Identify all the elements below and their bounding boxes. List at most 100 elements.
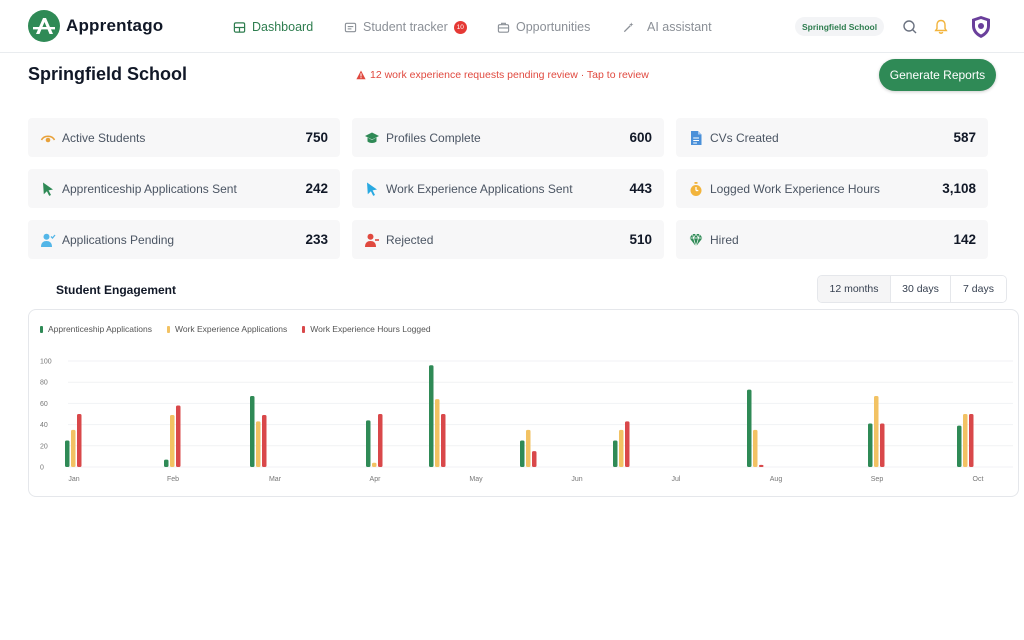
bar-jun-series-0[interactable] xyxy=(520,440,525,468)
y-tick-label: 80 xyxy=(40,380,48,387)
bar-jul-series-2[interactable] xyxy=(625,421,630,467)
legend-item[interactable]: Work Experience Hours Logged xyxy=(302,324,431,334)
bell-icon[interactable] xyxy=(931,17,951,37)
bar-jul-series-1[interactable] xyxy=(619,429,624,467)
bar-mar-series-2[interactable] xyxy=(262,415,267,467)
legend-label: Work Experience Hours Logged xyxy=(310,324,431,334)
range-7-days-button[interactable]: 7 days xyxy=(951,276,1006,302)
x-tick-label: Aug xyxy=(770,476,783,483)
bar-jan-series-0[interactable] xyxy=(65,440,70,468)
bar-apr-series-0[interactable] xyxy=(366,420,371,467)
legend-item[interactable]: Work Experience Applications xyxy=(166,324,288,334)
graduation-cap-icon xyxy=(365,132,379,143)
stat-value: 443 xyxy=(629,181,652,196)
nav-ai-assistant[interactable]: AI assistant xyxy=(622,18,712,36)
tracker-icon xyxy=(344,22,357,32)
stat-label: CVs Created xyxy=(710,130,779,145)
range-12-months-button[interactable]: 12 months xyxy=(818,276,891,302)
range-30-days-button[interactable]: 30 days xyxy=(891,276,951,302)
bar-jun-series-1[interactable] xyxy=(526,429,531,467)
time-range-selector: 12 months 30 days 7 days xyxy=(817,275,1007,303)
nav-student-tracker[interactable]: Student tracker 10 xyxy=(344,18,467,36)
y-tick-label: 100 xyxy=(40,359,52,366)
nav-dashboard-label: Dashboard xyxy=(252,20,314,34)
stat-card-active-students[interactable]: Active Students 750 xyxy=(28,118,340,157)
x-tick-label: Jul xyxy=(672,476,681,483)
legend-label: Apprenticeship Applications xyxy=(48,324,152,334)
bar-apr-series-2[interactable] xyxy=(378,414,383,467)
stat-card-profiles-complete[interactable]: Profiles Complete 600 xyxy=(352,118,664,157)
x-tick-label: Sep xyxy=(871,476,884,483)
bar-oct-series-0[interactable] xyxy=(957,425,962,467)
bar-jan-series-2[interactable] xyxy=(77,414,82,467)
pending-review-alert[interactable]: 12 work experience requests pending revi… xyxy=(356,69,649,81)
stat-label: Logged Work Experience Hours xyxy=(710,181,880,196)
bar-may-series-2[interactable] xyxy=(441,414,446,467)
bar-may-series-0[interactable] xyxy=(429,365,434,467)
bar-apr-series-1[interactable] xyxy=(372,462,377,467)
nav-opportunities[interactable]: Opportunities xyxy=(497,18,590,36)
bar-aug-series-0[interactable] xyxy=(747,389,752,467)
cursor-green-icon xyxy=(43,182,53,196)
stat-card-rejected[interactable]: Rejected 510 xyxy=(352,220,664,259)
stat-card-cvs-created[interactable]: CVs Created 587 xyxy=(676,118,988,157)
bar-oct-series-2[interactable] xyxy=(969,414,974,467)
bar-aug-series-2[interactable] xyxy=(759,464,764,467)
stat-value: 600 xyxy=(629,130,652,145)
bar-sep-series-0[interactable] xyxy=(868,423,873,467)
student-engagement-bar-chart: 0 20 40 60 80 100 Jan Feb Mar Apr May Jun Jul Aug Sep O… xyxy=(40,359,1013,483)
nav-ai-assistant-label: AI assistant xyxy=(647,20,712,34)
legend-swatch xyxy=(166,325,170,333)
bar-may-series-1[interactable] xyxy=(435,399,440,467)
y-tick-label: 60 xyxy=(40,401,48,408)
stat-label: Apprenticeship Applications Sent xyxy=(62,181,237,196)
bar-feb-series-2[interactable] xyxy=(176,405,181,467)
stat-card-logged-work-experience-hours[interactable]: Logged Work Experience Hours 3,108 xyxy=(676,169,988,208)
eye-icon xyxy=(40,134,56,142)
stat-card-apprenticeship-applications-sent[interactable]: Apprenticeship Applications Sent 242 xyxy=(28,169,340,208)
stat-value: 242 xyxy=(305,181,328,196)
legend-swatch xyxy=(302,325,306,333)
notification-count-badge: 10 xyxy=(453,20,467,34)
bar-sep-series-1[interactable] xyxy=(874,395,879,467)
stat-card-applications-pending[interactable]: Applications Pending 233 xyxy=(28,220,340,259)
legend-swatch xyxy=(40,325,43,333)
nav-opportunities-label: Opportunities xyxy=(516,20,591,34)
user-remove-icon xyxy=(365,233,379,247)
legend-item[interactable]: Apprenticeship Applications xyxy=(40,324,152,334)
nav-dashboard[interactable]: Dashboard xyxy=(233,18,313,36)
stat-value: 3,108 xyxy=(942,181,976,196)
stat-label: Active Students xyxy=(62,130,146,145)
stat-card-hired[interactable]: Hired 142 xyxy=(676,220,988,259)
chart-legend: Apprenticeship Applications Work Experie… xyxy=(40,324,446,334)
bar-feb-series-1[interactable] xyxy=(170,415,175,467)
bar-jan-series-1[interactable] xyxy=(71,429,76,467)
bar-sep-series-2[interactable] xyxy=(880,423,885,467)
stat-value: 142 xyxy=(953,232,976,247)
bar-aug-series-1[interactable] xyxy=(753,429,758,467)
bar-mar-series-0[interactable] xyxy=(250,395,255,467)
x-tick-label: Jun xyxy=(571,476,582,483)
student-engagement-title: Student Engagement xyxy=(56,283,177,297)
bar-oct-series-1[interactable] xyxy=(963,414,968,467)
document-icon xyxy=(691,130,702,145)
bar-feb-series-0[interactable] xyxy=(164,459,169,467)
bar-jun-series-2[interactable] xyxy=(532,451,537,467)
bar-jul-series-0[interactable] xyxy=(613,440,618,468)
y-tick-label: 40 xyxy=(40,422,48,429)
stat-card-work-experience-applications-sent[interactable]: Work Experience Applications Sent 443 xyxy=(352,169,664,208)
search-icon[interactable] xyxy=(900,17,920,37)
y-tick-label: 0 xyxy=(40,465,44,472)
bar-mar-series-1[interactable] xyxy=(256,421,261,467)
school-switcher[interactable]: Springfield School xyxy=(795,17,885,36)
page-title: Springfield School xyxy=(28,64,188,84)
generate-reports-button[interactable]: Generate Reports xyxy=(879,59,996,91)
stat-value: 233 xyxy=(305,232,328,247)
user-check-icon xyxy=(41,233,56,247)
app-logo[interactable]: Apprentago xyxy=(28,10,163,42)
stat-value: 587 xyxy=(953,130,976,145)
stat-value: 750 xyxy=(305,130,328,145)
school-crest-icon[interactable] xyxy=(970,15,992,39)
legend-label: Work Experience Applications xyxy=(174,324,288,334)
stopwatch-icon xyxy=(690,181,702,196)
